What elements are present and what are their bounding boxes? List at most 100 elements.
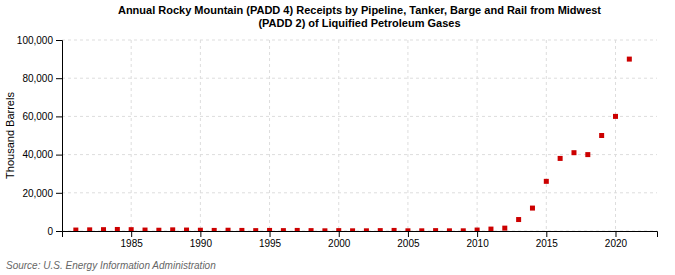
tick-mark [615,231,616,237]
point [226,228,231,231]
tick-label: 2015 [536,238,559,249]
tick-mark [56,40,62,41]
point [433,228,438,231]
tick-mark [477,231,478,237]
tick: 1990 [190,231,213,249]
grid-line [62,116,657,117]
points [73,57,631,231]
point [101,227,106,231]
point [613,114,618,119]
point [530,206,535,211]
point [309,228,314,231]
point [599,133,604,138]
point [627,57,632,62]
chart: 1985 1990 1995 2000 2005 2010 2015 2020 0 20,000 4… [0,0,675,275]
tick-label: 0 [47,226,53,237]
tick: 20,000 [22,188,62,199]
point [571,150,576,155]
point [516,217,521,222]
tick: 100,000 [17,35,62,46]
tick-label: 80,000 [22,73,53,84]
point [73,228,78,231]
tick-mark [270,231,271,237]
tick: 2020 [605,231,628,249]
tick-mark [56,231,62,232]
point [322,228,327,231]
grid-line [477,40,478,231]
grid-line [338,40,339,231]
point [502,226,507,231]
tick-label: 100,000 [17,35,54,46]
grid [62,40,657,231]
tick: 1985 [121,231,144,249]
tick-mark [408,231,409,237]
point [267,228,272,231]
point [392,228,397,231]
tick-mark [200,231,201,237]
tick-label: 2000 [328,238,351,249]
tick-label: 20,000 [22,188,53,199]
grid-line [407,40,408,231]
point [475,228,480,231]
tick-label: 60,000 [22,111,53,122]
tick-label: 2005 [397,238,420,249]
point [115,227,120,231]
tick: 40,000 [22,149,62,160]
title: Annual Rocky Mountain (PADD 4) Receipts … [118,4,601,29]
point [184,228,189,231]
grid-line [62,78,657,79]
tick-label: 1990 [190,238,213,249]
tick: 2010 [466,231,489,249]
x-axis: 1985 1990 1995 2000 2005 2010 2015 2020 [63,231,658,249]
tick: 80,000 [22,73,62,84]
point [239,228,244,231]
tick-label: 2010 [466,238,489,249]
source: Source: U.S. Energy Information Administ… [6,260,216,271]
point [281,228,286,231]
point [585,152,590,157]
point [336,228,341,231]
point [419,228,424,231]
point [170,227,175,231]
plot-area: 1985 1990 1995 2000 2005 2010 2015 2020 0 20,000 4… [17,35,658,249]
point [461,228,466,231]
axis-line [63,232,658,238]
tick: 2015 [536,231,559,249]
point [156,228,161,231]
point [129,227,134,231]
point [253,228,258,231]
tick-mark [56,155,62,156]
grid-line [615,40,616,231]
y-axis: 0 20,000 40,000 60,000 80,000 100,000 [17,35,63,237]
tick-mark [546,231,547,237]
tick: 2000 [328,231,351,249]
tick-mark [339,231,340,237]
grid-line [62,154,657,155]
tick-label: 40,000 [22,149,53,160]
grid-line [62,192,657,193]
tick-mark [131,231,132,237]
y-axis-label: Thousand Barrels [4,92,16,179]
tick: 0 [47,226,62,237]
grid-line [131,40,132,231]
tick: 60,000 [22,111,62,122]
tick-label: 2020 [605,238,628,249]
point [447,228,452,231]
point [488,227,493,231]
point [295,228,300,231]
point [364,228,369,231]
point [198,228,203,231]
point [143,228,148,231]
tick-label: 1995 [259,238,282,249]
tick: 2005 [397,231,420,249]
axis-line [56,41,63,232]
tick-mark [56,78,62,79]
tick-mark [56,193,62,194]
tick-label: 1985 [121,238,144,249]
grid-line [200,40,201,231]
tick: 1995 [259,231,282,249]
grid-line [269,40,270,231]
point [558,156,563,161]
grid-line [62,40,657,41]
point [405,228,410,231]
